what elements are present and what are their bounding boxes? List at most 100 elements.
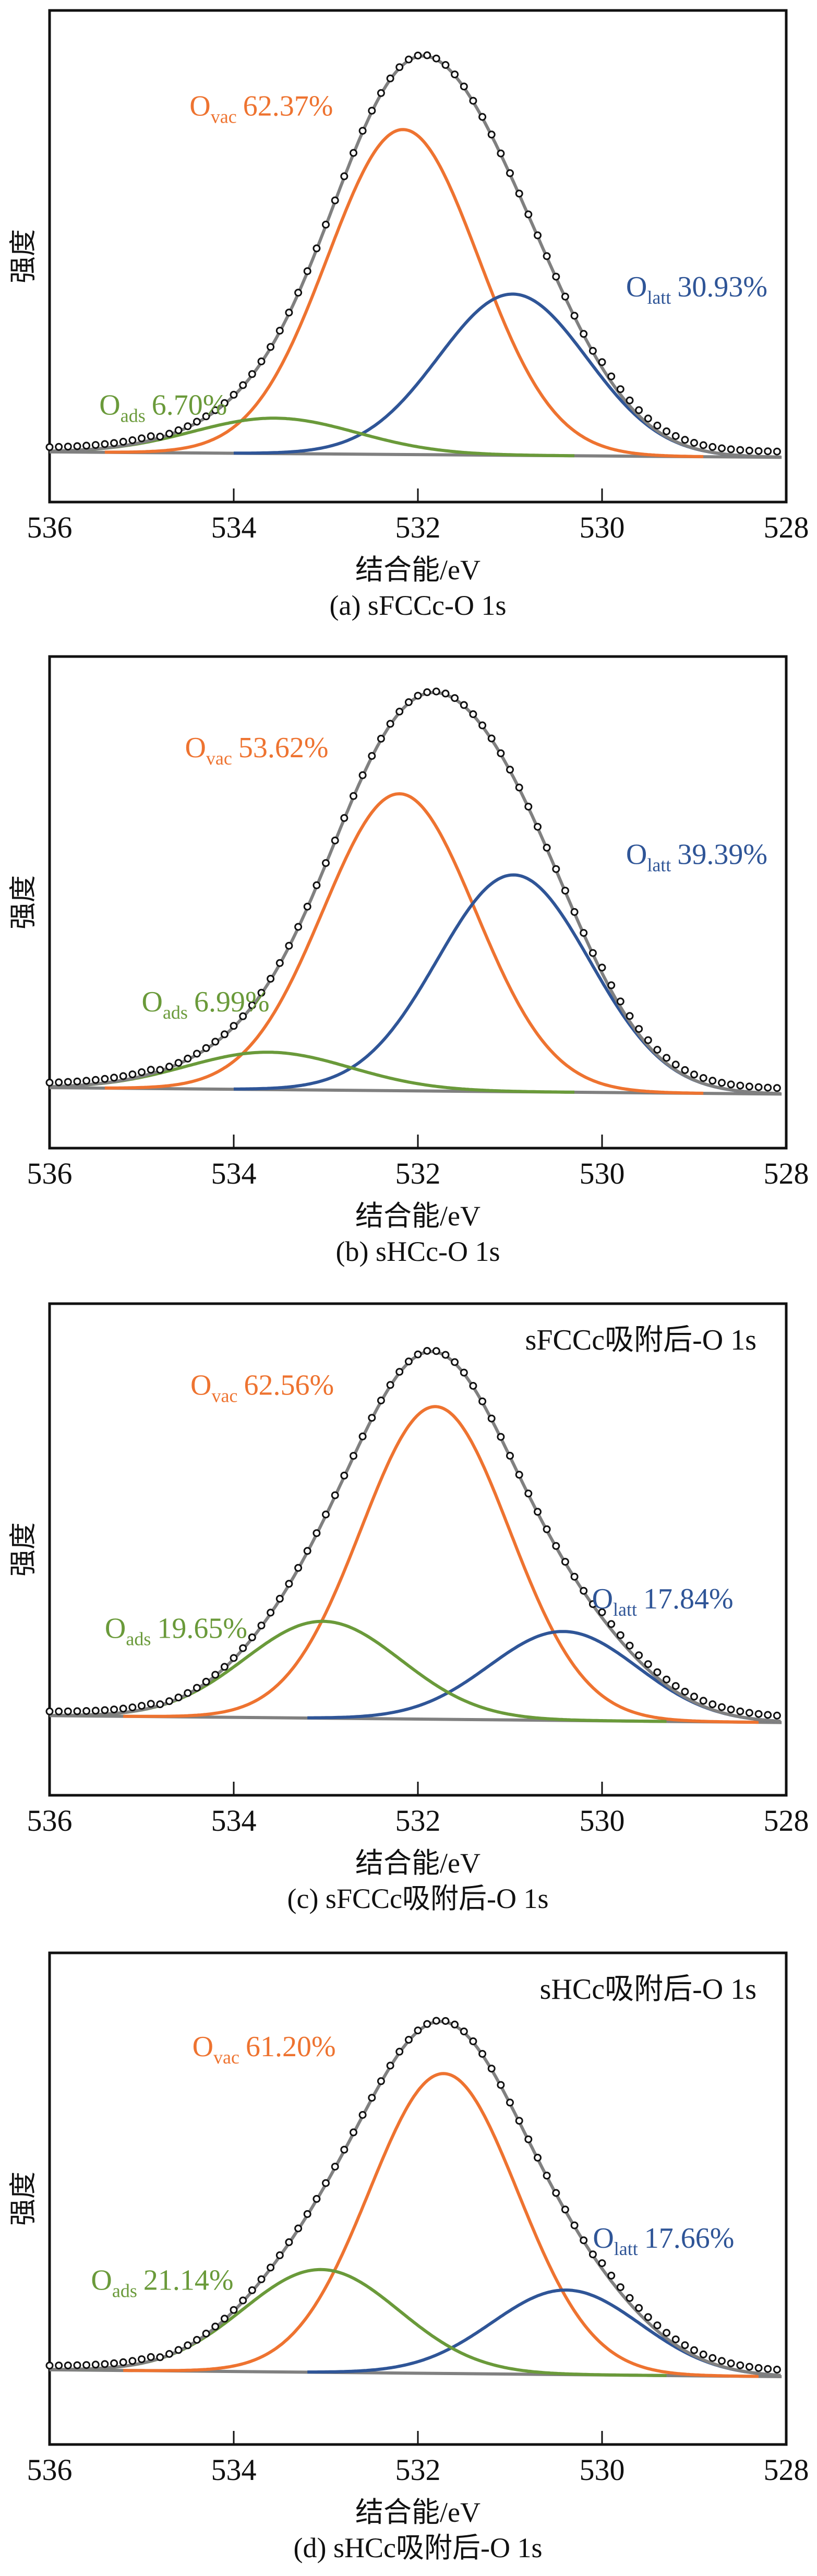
data-point — [616, 385, 624, 393]
data-point — [239, 2296, 247, 2305]
data-point — [754, 1710, 763, 1718]
data-point — [248, 1633, 256, 1641]
data-point — [91, 1707, 100, 1715]
data-point — [64, 443, 72, 451]
peak-label-o-latt: Olatt 39.39% — [626, 839, 767, 876]
data-point — [331, 1491, 339, 1499]
data-point — [386, 1381, 394, 1389]
data-point — [64, 1078, 72, 1086]
data-point — [708, 1700, 717, 1709]
data-point — [358, 771, 367, 779]
measured-points — [45, 51, 781, 456]
data-point — [395, 2047, 404, 2056]
peak-label-o-vac: Ovac 62.56% — [190, 1369, 334, 1406]
data-point — [469, 2037, 477, 2045]
series-line-o-ads — [86, 1051, 574, 1094]
data-point — [736, 446, 744, 454]
data-point — [506, 169, 514, 177]
data-point — [515, 2117, 523, 2125]
data-point — [414, 691, 422, 700]
data-point — [663, 2329, 671, 2337]
data-point — [534, 2153, 542, 2162]
x-tick-label: 536 — [27, 2453, 73, 2487]
data-point — [377, 1397, 385, 1404]
y-axis-label: 强度 — [9, 875, 39, 929]
data-point — [580, 2236, 588, 2245]
series-line-o-vac — [123, 2072, 759, 2378]
chart-panel-c: 536 534 532 530 528 结合能/eV 强度 (c) sFCCc吸附后-O 1s… — [9, 1302, 809, 1914]
data-point — [764, 1083, 772, 1092]
data-point — [358, 127, 367, 135]
data-point — [487, 2065, 496, 2073]
panel-caption: (c) sFCCc吸附后-O 1s — [287, 1883, 549, 1914]
x-tick-label: 528 — [764, 1156, 809, 1190]
data-point — [616, 1631, 624, 1639]
peak-label-percentage: 62.37% — [243, 90, 333, 123]
data-point — [745, 2363, 753, 2371]
data-point — [211, 1671, 220, 1679]
data-point — [322, 2179, 330, 2187]
data-point — [644, 414, 652, 423]
data-point — [441, 1351, 450, 1359]
data-point — [368, 1414, 376, 1422]
data-point — [432, 687, 440, 696]
y-axis-label: 强度 — [9, 2172, 39, 2226]
peak-label-subscript: ads — [126, 1629, 151, 1650]
data-point — [552, 1542, 560, 1550]
data-point — [45, 2362, 54, 2370]
data-point — [82, 1077, 91, 1085]
data-point — [91, 441, 100, 449]
data-point — [350, 792, 357, 800]
data-point — [506, 1451, 514, 1460]
data-point — [128, 436, 137, 444]
data-point — [552, 865, 560, 873]
data-point — [626, 2294, 634, 2302]
data-point — [331, 2163, 339, 2171]
data-point — [441, 61, 450, 69]
data-point — [156, 1700, 164, 1709]
data-point — [202, 1677, 210, 1686]
data-point — [451, 694, 459, 702]
data-point — [653, 1046, 662, 1054]
peak-label-subscript: vac — [213, 2047, 239, 2068]
data-point — [64, 2362, 72, 2369]
data-point — [671, 2335, 680, 2344]
data-point — [82, 1707, 91, 1715]
x-tick-label: 532 — [395, 510, 441, 544]
peak-label-symbol: O — [189, 90, 210, 123]
data-point — [663, 427, 671, 435]
data-point — [294, 289, 303, 297]
data-point — [663, 1054, 671, 1062]
peak-label-symbol: O — [185, 732, 206, 764]
data-point — [441, 2017, 450, 2025]
data-point — [368, 752, 376, 760]
data-point — [331, 196, 339, 205]
peak-label-subscript: vac — [211, 106, 237, 127]
data-point — [497, 149, 505, 158]
panel-annotation: sHCc吸附后-O 1s — [540, 1973, 756, 2006]
data-point — [699, 1074, 707, 1082]
data-point — [368, 106, 376, 115]
peak-label-subscript: ads — [112, 2280, 137, 2301]
data-point — [101, 1075, 109, 1083]
x-tick-label: 530 — [580, 1804, 625, 1838]
data-point — [165, 1063, 173, 1071]
peak-label-symbol: O — [626, 839, 647, 871]
data-point — [128, 1703, 137, 1712]
data-point — [644, 1660, 652, 1668]
data-point — [460, 1368, 468, 1377]
data-point — [193, 1684, 201, 1692]
data-point — [524, 210, 533, 219]
peak-label-subscript: latt — [613, 1599, 637, 1620]
data-point — [708, 1077, 717, 1085]
peak-label-subscript: vac — [206, 748, 232, 769]
series-line-envelope — [50, 1350, 781, 1723]
data-point — [478, 113, 487, 121]
peak-label-symbol: O — [626, 271, 647, 303]
data-point — [138, 434, 146, 443]
data-point — [690, 439, 698, 447]
peak-label-percentage: 53.62% — [238, 732, 329, 764]
data-point — [331, 837, 339, 844]
data-point — [745, 446, 753, 455]
data-point — [653, 1668, 662, 1676]
